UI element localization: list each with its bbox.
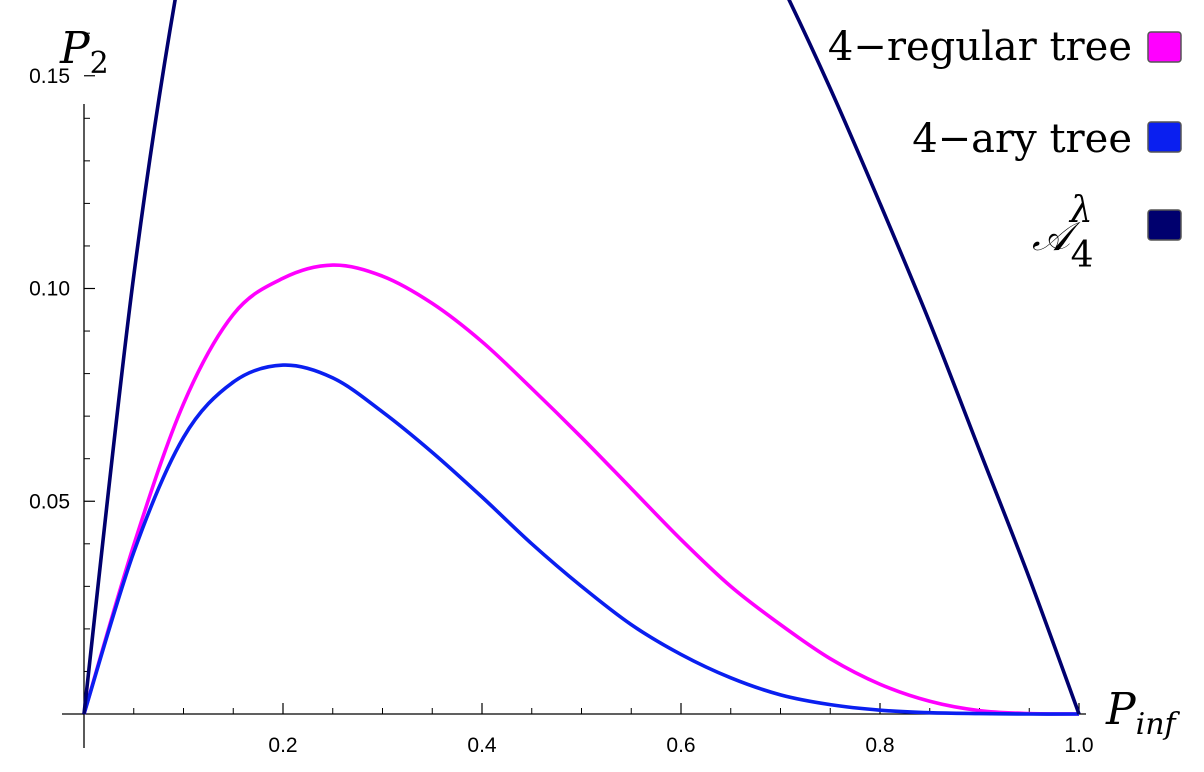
legend-label-a4-lambda: 𝒜λ 4 (1032, 190, 1094, 276)
x-tick-label: 0.8 (865, 734, 894, 757)
legend-label-ary-tree: 4−ary tree (912, 116, 1132, 162)
legend: 4−regular tree 4−ary tree 𝒜λ 4 (828, 24, 1182, 276)
series-line-regular-tree (82, 263, 1080, 716)
x-tick-labels: 0.2 0.4 0.6 0.8 1.0 (268, 734, 1093, 757)
series-lines (82, 0, 1081, 716)
x-tick-label: 0.2 (268, 734, 297, 757)
legend-item-ary-tree: 4−ary tree (912, 116, 1182, 162)
y-tick-label: 0.05 (29, 490, 70, 513)
legend-swatch-ary-tree (1147, 121, 1182, 153)
legend-item-regular-tree: 4−regular tree (828, 24, 1182, 70)
y-tick-label: 0.10 (29, 278, 70, 301)
x-tick-label: 0.6 (666, 734, 695, 757)
series-line-ary-tree (82, 363, 1080, 716)
y-tick-label: 0.15 (29, 65, 70, 88)
y-tick-labels: 0.050.100.150.200.25 (29, 65, 70, 514)
minor-ticks (84, 32, 1030, 714)
legend-swatch-a4-lambda (1147, 209, 1182, 241)
x-axis-label: Pinf (1105, 684, 1181, 742)
legend-swatch-regular-tree (1147, 31, 1182, 63)
x-tick-label: 0.4 (467, 734, 497, 757)
major-ticks (84, 75, 1080, 714)
series-line-a4-lambda (82, 0, 1081, 715)
legend-item-a4-lambda: 𝒜λ 4 (1032, 190, 1182, 276)
x-tick-label: 1.0 (1064, 734, 1093, 757)
y-axis-label: P2 (59, 23, 109, 81)
legend-label-regular-tree: 4−regular tree (828, 24, 1132, 70)
